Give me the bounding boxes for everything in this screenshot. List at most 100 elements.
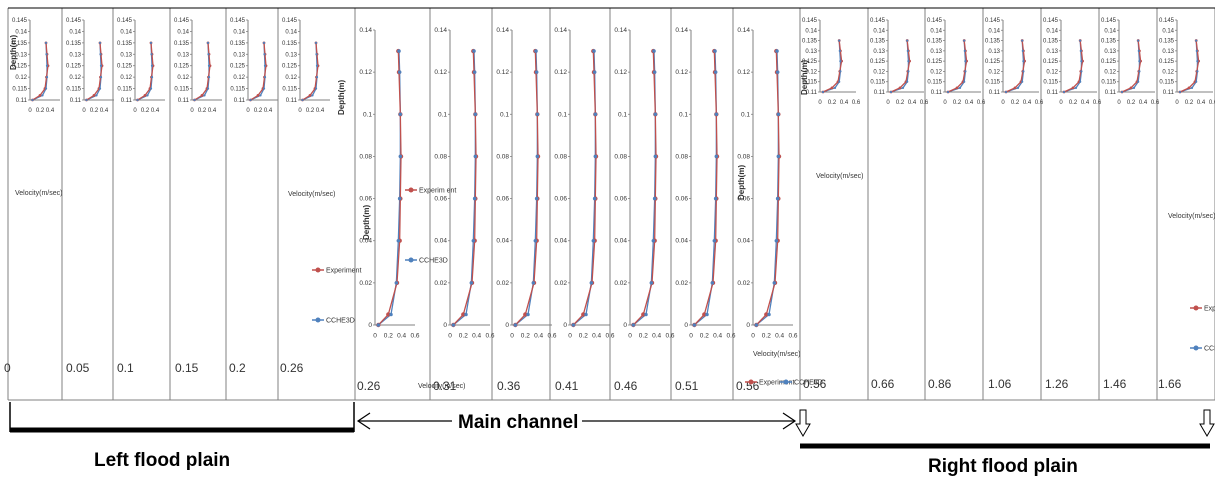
profile-chart: 0.145 0.14 0.135 0.13 0.125 0.12 0.115 0.110 0.2… [66,18,114,114]
legend-swatch-marker [408,187,414,193]
y-tick-label: 0.115 [282,87,297,93]
cche3d-point [1016,86,1020,90]
cche3d-point [714,154,719,159]
profile-chart: 0.145 0.14 0.135 0.13 0.125 0.12 0.115 0.110 0.2… [117,18,165,114]
y-tick-label: 0.125 [66,64,82,70]
y-tick-label: 0.04 [496,238,509,245]
experiment-point [523,312,528,317]
main-channel-arrowhead-right [782,412,797,430]
legend-cche3d: CCHE3D [312,317,355,325]
cche3d-point [44,41,48,44]
panel-location-label: 0.51 [675,379,699,393]
y-tick-label: 0.1 [679,111,688,118]
cche3d-point [1021,80,1024,83]
x-tick-label: 0 [298,108,302,114]
y-tick-label: 0.12 [737,69,750,76]
x-tick-label: 0.2 [90,108,99,114]
x-tick-label: 0.2 [1127,100,1136,106]
y-tick-label: 0.14 [15,29,27,35]
x-tick-label: 0.4 [1197,100,1206,106]
y-tick-label: 0.12 [177,75,189,81]
y-tick-label: 0.13 [1104,49,1116,55]
cche3d-point [705,312,709,317]
cche3d-point [207,53,210,56]
experiment-series-line [890,40,911,93]
profile-chart: 0.14 0.12 0.1 0.08 0.06 0.04 0.02 00 0.2 0.4 0.6 [434,27,495,340]
panel-location-label: 0.41 [555,379,579,393]
cche3d-point [526,312,530,317]
cche3d-point [906,39,909,42]
y-tick-label: 0.135 [985,39,1001,45]
y-tick-label: 0.145 [12,18,28,24]
profile-chart: 0.14 0.12 0.1 0.08 0.06 0.04 0.02 00 0.2 0.4 0.6 [359,27,420,340]
panel-location-label: 0.05 [66,361,90,375]
x-tick-label: 0.6 [665,333,674,340]
y-tick-label: 0.11 [931,90,943,96]
y-tick-label: 0.13 [1162,49,1174,55]
experiment-point [143,94,147,97]
y-tick-label: 0.12 [675,69,688,76]
y-tick-label: 0 [443,322,447,329]
cche3d-point [644,312,648,317]
cche3d-point [262,41,266,44]
x-tick-label: 0.2 [700,333,709,340]
cche3d-point [964,60,967,63]
y-tick-label: 0.13 [15,52,27,58]
y-tick-label: 0.145 [1159,18,1175,24]
profile-chart: 0.145 0.14 0.135 0.13 0.125 0.12 0.115 0.110 0.2… [282,18,330,114]
y-tick-label: 0.06 [359,196,372,203]
y-tick-label: 0.14 [69,29,81,35]
cche3d-point [45,76,49,79]
cche3d-point [775,49,779,53]
y-tick-label: 0.13 [988,49,1000,55]
depth-axis-title: Depth(m) [800,60,809,95]
cche3d-point [301,98,304,102]
y-tick-label: 0.145 [1101,18,1117,24]
y-tick-label: 0.125 [927,59,943,65]
legend-label: Experiment [759,380,794,387]
cche3d-point [692,323,697,327]
profile-chart: 0.145 0.14 0.135 0.13 0.125 0.12 0.115 0.110 0.2… [927,18,986,106]
cche3d-point [592,70,597,74]
y-tick-label: 0.11 [286,98,298,104]
x-tick-label: 0.4 [397,333,406,340]
panel-location-label: 0.86 [928,377,952,391]
cche3d-point [889,90,893,94]
x-tick-label: 0.6 [1151,100,1160,106]
legend-experiment: Experime [1190,305,1215,313]
y-tick-label: 0.135 [870,39,886,45]
cche3d-point [396,238,401,243]
cche3d-point [535,112,540,117]
y-tick-label: 0.14 [359,27,372,34]
x-tick-label: 0.2 [36,108,45,114]
legend-experiment: Experiment [312,267,361,275]
cche3d-point [776,154,781,159]
cche3d-point [249,98,252,102]
panel-location-label: 0.31 [433,379,457,393]
y-tick-label: 0 [368,322,372,329]
cche3d-point [45,64,49,67]
x-tick-label: 0.2 [762,333,771,340]
x-tick-label: 0.4 [264,108,273,114]
experiment-series-line [137,42,154,101]
x-tick-label: 0.4 [151,108,160,114]
y-tick-label: 0.135 [12,41,28,47]
legend-swatch-marker [315,317,321,323]
y-tick-label: 0.115 [174,87,189,93]
y-tick-label: 0.08 [675,153,688,160]
cche3d-point [652,49,656,53]
cche3d-series-line [1121,40,1141,93]
x-tick-label: 0.4 [592,333,601,340]
profile-chart: 0.145 0.14 0.135 0.13 0.125 0.12 0.115 0.110 0.2… [802,18,861,106]
x-tick-label: 0.4 [208,108,217,114]
y-tick-label: 0 [563,322,567,329]
x-tick-label: 0.4 [1081,100,1090,106]
y-tick-label: 0.12 [930,69,942,75]
cche3d-point [958,86,962,90]
cche3d-point [713,70,718,74]
cche3d-point [946,90,950,94]
y-tick-label: 0.14 [614,27,627,34]
x-tick-label: 0 [818,100,822,106]
velocity-axis-title: Velocity(m/sec) [288,191,335,198]
